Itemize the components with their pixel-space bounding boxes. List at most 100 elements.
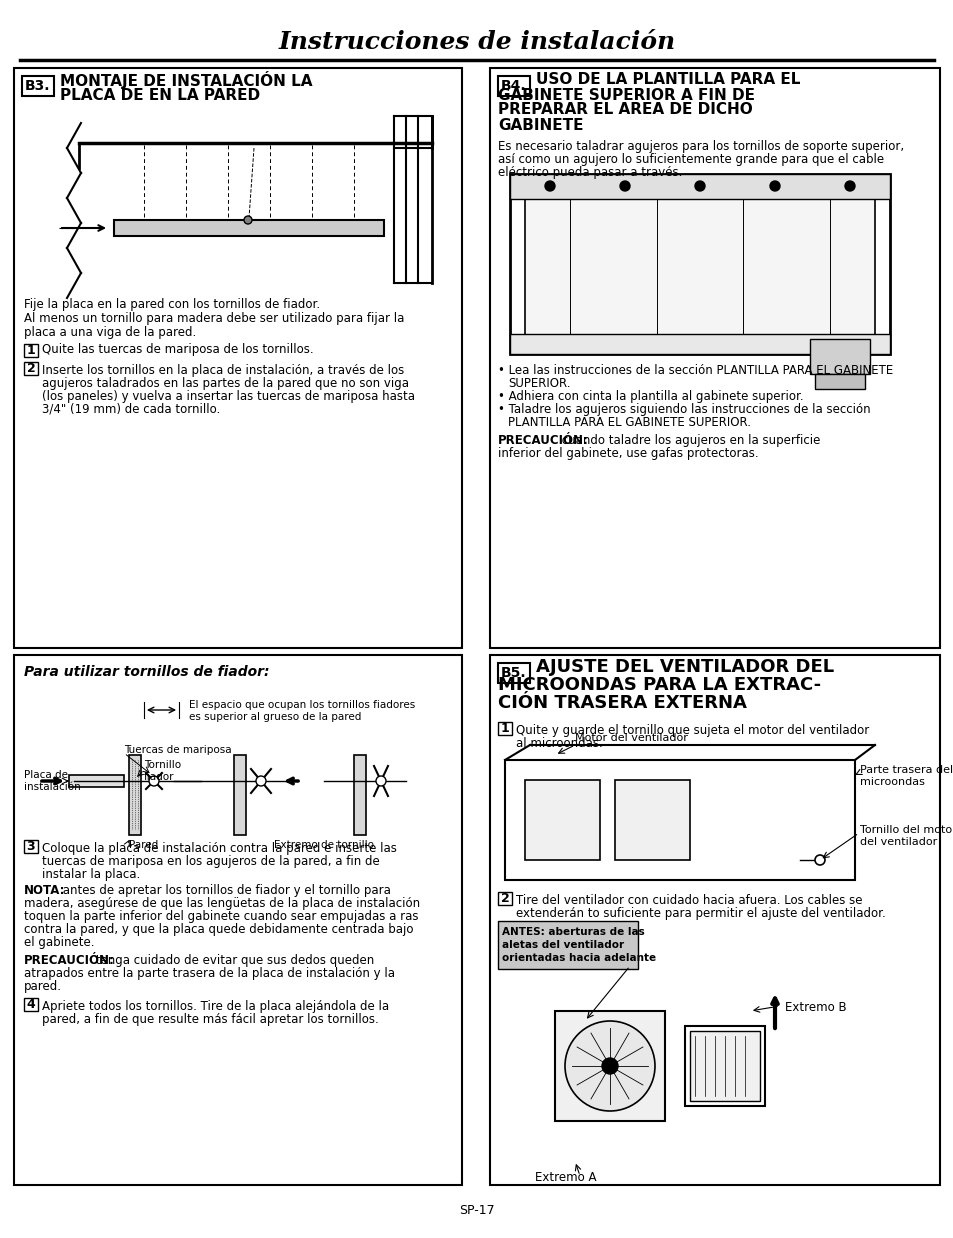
Text: Pared: Pared [129,841,158,851]
Text: AJUSTE DEL VENTILADOR DEL: AJUSTE DEL VENTILADOR DEL [536,659,833,676]
Text: Placa de: Placa de [24,770,68,780]
Text: toquen la parte inferior del gabinete cuando sear empujadas a ras: toquen la parte inferior del gabinete cu… [24,910,418,924]
Circle shape [844,181,854,191]
Bar [129,755,141,834]
Bar [497,76,530,97]
Bar [814,374,864,389]
Text: extenderán to suficiente para permitir el ajuste del ventilador.: extenderán to suficiente para permitir e… [516,907,884,920]
Bar [24,361,38,375]
Text: Tornillo: Tornillo [144,760,181,770]
Text: microondas: microondas [859,777,923,787]
Bar [510,175,889,354]
Text: atrapados entre la parte trasera de la placa de instalación y la: atrapados entre la parte trasera de la p… [24,967,395,980]
Text: SUPERIOR.: SUPERIOR. [507,378,570,390]
Text: B4.: B4. [500,79,526,93]
Text: Inserte los tornillos en la placa de instalación, a través de los: Inserte los tornillos en la placa de ins… [42,364,404,378]
Text: PLANTILLA PARA EL GABINETE SUPERIOR.: PLANTILLA PARA EL GABINETE SUPERIOR. [507,416,750,430]
Text: • Lea las instrucciones de la sección PLANTILLA PARA EL GABINETE: • Lea las instrucciones de la sección PL… [497,364,892,378]
Bar [24,841,38,853]
Text: Tuercas de mariposa: Tuercas de mariposa [124,745,232,755]
Text: 1: 1 [500,722,509,735]
Text: Instrucciones de instalación: Instrucciones de instalación [278,30,675,54]
Text: 3: 3 [27,841,35,853]
Circle shape [619,181,629,191]
Text: • Taladre los agujeros siguiendo las instrucciones de la sección: • Taladre los agujeros siguiendo las ins… [497,404,870,416]
Bar [497,921,638,969]
Text: B5.: B5. [500,666,526,680]
Text: inferior del gabinete, use gafas protectoras.: inferior del gabinete, use gafas protect… [497,447,758,461]
Text: SP-17: SP-17 [458,1203,495,1217]
Text: PLACA DE EN LA PARED: PLACA DE EN LA PARED [60,88,260,103]
Bar [490,655,939,1185]
Text: • Adhiera con cinta la plantilla al gabinete superior.: • Adhiera con cinta la plantilla al gabi… [497,390,802,404]
Circle shape [695,181,704,191]
Text: pared, a fin de que resulte más fácil apretar los tornillos.: pared, a fin de que resulte más fácil ap… [42,1013,378,1026]
Text: instalar la placa.: instalar la placa. [42,868,140,881]
Text: instalación: instalación [24,782,81,792]
Bar [510,175,889,199]
Text: el gabinete.: el gabinete. [24,936,94,950]
Bar [490,68,939,647]
Text: es superior al grueso de la pared: es superior al grueso de la pared [189,712,361,722]
Text: Para utilizar tornillos de fiador:: Para utilizar tornillos de fiador: [24,665,269,678]
Text: 3/4" (19 mm) de cada tornillo.: 3/4" (19 mm) de cada tornillo. [42,404,220,416]
Circle shape [814,855,824,865]
Circle shape [544,181,555,191]
Text: placa a una viga de la pared.: placa a una viga de la pared. [24,326,196,339]
Text: eléctrico pueda pasar a través.: eléctrico pueda pasar a través. [497,166,681,180]
Text: B3.: B3. [25,79,51,93]
Text: ANTES: aberturas de las: ANTES: aberturas de las [501,927,644,937]
Text: madera, asegúrese de que las lengüetas de la placa de instalación: madera, asegúrese de que las lengüetas d… [24,898,419,910]
Bar [497,893,512,905]
Text: 1: 1 [27,344,35,357]
Circle shape [769,181,780,191]
Text: pared.: pared. [24,980,62,993]
Text: 2: 2 [27,361,35,375]
Bar [504,760,854,880]
Text: MONTAJE DE INSTALACIÓN LA: MONTAJE DE INSTALACIÓN LA [60,71,313,89]
Text: Es necesario taladrar agujeros para los tornillos de soporte superior,: Es necesario taladrar agujeros para los … [497,140,903,154]
Text: El espacio que ocupan los tornillos fiadores: El espacio que ocupan los tornillos fiad… [189,699,415,711]
Text: CIÓN TRASERA EXTERNA: CIÓN TRASERA EXTERNA [497,695,746,712]
Text: así como un agujero lo suficientemente grande para que el cable: así como un agujero lo suficientemente g… [497,154,883,166]
Text: orientadas hacia adelante: orientadas hacia adelante [501,953,656,963]
Bar [24,998,38,1011]
Text: Motor del ventilador: Motor del ventilador [575,733,687,743]
Text: USO DE LA PLANTILLA PARA EL: USO DE LA PLANTILLA PARA EL [536,73,800,88]
Circle shape [244,215,252,224]
Bar [233,755,246,834]
Text: Extremo B: Extremo B [784,1002,845,1014]
Text: PRECAUCIÓN:: PRECAUCIÓN: [497,435,588,447]
Text: Quite las tuercas de mariposa de los tornillos.: Quite las tuercas de mariposa de los tor… [42,343,314,357]
Circle shape [601,1058,618,1075]
Bar [497,664,530,683]
Bar [689,1031,760,1101]
Text: Tornillo del motor: Tornillo del motor [859,825,953,834]
Text: 4: 4 [27,998,35,1011]
Circle shape [255,776,266,786]
Text: Parte trasera del: Parte trasera del [859,765,952,775]
Bar [497,722,512,735]
Bar [69,775,124,787]
Text: tuercas de mariposa en los agujeros de la pared, a fin de: tuercas de mariposa en los agujeros de l… [42,855,379,868]
Text: agujeros taladrados en las partes de la pared que no son viga: agujeros taladrados en las partes de la … [42,378,409,390]
Bar [354,755,366,834]
Text: antes de apretar los tornillos de fiador y el tornillo para: antes de apretar los tornillos de fiador… [59,884,391,898]
Bar [809,339,869,374]
Bar [14,655,461,1185]
Bar [555,1011,664,1120]
Text: al microondas.: al microondas. [516,737,602,750]
Circle shape [375,776,386,786]
Text: Al menos un tornillo para madera debe ser utilizado para fijar la: Al menos un tornillo para madera debe se… [24,312,404,326]
Bar [524,189,874,339]
Text: fiador: fiador [144,773,174,782]
Text: Tire del ventilador con cuidado hacia afuera. Los cables se: Tire del ventilador con cuidado hacia af… [516,894,862,907]
Text: Coloque la placa de instalación contra la pared e inserte las: Coloque la placa de instalación contra l… [42,842,396,855]
Text: Extremo A: Extremo A [535,1171,596,1184]
Text: PREPARAR EL AREA DE DICHO: PREPARAR EL AREA DE DICHO [497,103,752,118]
Bar [524,780,599,860]
Text: Apriete todos los tornillos. Tire de la placa alejándola de la: Apriete todos los tornillos. Tire de la … [42,1000,389,1013]
Text: (los paneles) y vuelva a insertar las tuercas de mariposa hasta: (los paneles) y vuelva a insertar las tu… [42,390,415,404]
Text: tenga cuidado de evitar que sus dedos queden: tenga cuidado de evitar que sus dedos qu… [91,954,374,967]
Bar [22,76,54,97]
